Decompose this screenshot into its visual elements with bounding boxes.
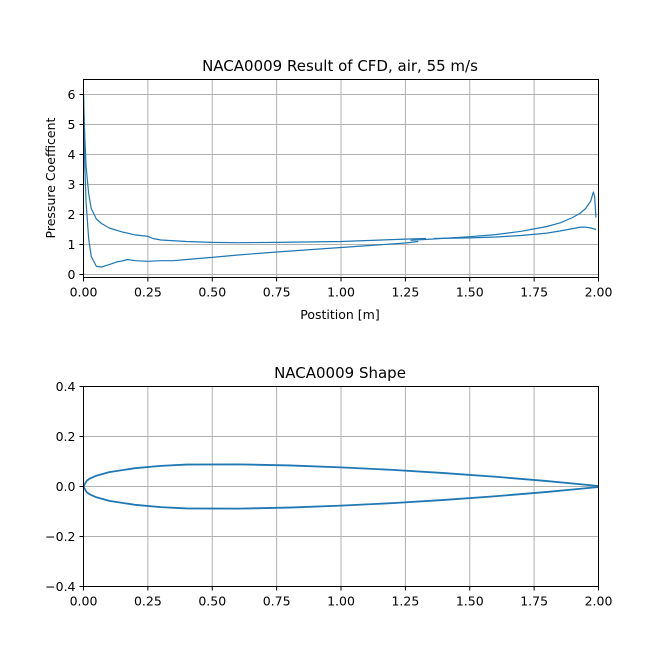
x-tick-label: 0.25 (134, 285, 162, 300)
x-tick-label: 1.25 (391, 594, 419, 609)
y-tick-label: 0 (68, 267, 76, 282)
series-line-4 (433, 226, 597, 240)
y-tick-label: 0.0 (56, 479, 76, 494)
x-tick-label: 0.50 (198, 594, 226, 609)
plot-lines (82, 94, 597, 268)
y-tick-label: 5 (68, 117, 76, 132)
x-tick-label: 0.75 (263, 594, 291, 609)
grid (83, 386, 599, 587)
y-tick-label: −0.4 (45, 579, 75, 594)
y-tick-label: 6 (68, 87, 76, 102)
x-tick-label: 1.50 (456, 594, 484, 609)
x-axis-label: Postition [m] (300, 307, 379, 322)
x-tick-label: 0.25 (134, 594, 162, 609)
y-tick-label: 0.4 (56, 379, 76, 394)
y-tick-label: 3 (68, 177, 76, 192)
axis-ticks: 0.00 0.25 0.50 0.75 1.00 1.25 1.50 1.75 2.00 −0.4… (45, 379, 612, 609)
series-line-1 (82, 94, 426, 244)
x-tick-label: 0.50 (198, 285, 226, 300)
x-tick-label: 0.00 (70, 285, 98, 300)
y-tick-label: −0.2 (45, 529, 75, 544)
chart-title: NACA0009 Shape (274, 364, 406, 382)
series-line-2 (82, 94, 419, 268)
x-tick-label: 0.75 (263, 285, 291, 300)
axis-ticks: 0.00 0.25 0.50 0.75 1.00 1.25 1.50 1.75 2.00 0 1 2 3… (68, 87, 613, 300)
x-tick-label: 1.00 (327, 285, 355, 300)
x-tick-label: 1.75 (520, 594, 548, 609)
x-tick-label: 1.50 (456, 285, 484, 300)
x-tick-label: 0.00 (70, 594, 98, 609)
y-tick-label: 0.2 (56, 429, 76, 444)
grid (83, 79, 599, 278)
x-tick-label: 2.00 (585, 594, 613, 609)
airfoil-shape-chart: NACA0009 Shape 0.00 0.25 0.50 0.75 1.00 1.25 1… (45, 364, 612, 609)
x-tick-label: 2.00 (585, 285, 613, 300)
pressure-coefficient-chart: NACA0009 Result of CFD, air, 55 m/s 0.00… (43, 57, 612, 322)
x-tick-label: 1.00 (327, 594, 355, 609)
y-axis-label: Pressure Coefficent (43, 117, 58, 238)
y-tick-label: 4 (68, 147, 76, 162)
y-tick-label: 1 (68, 237, 76, 252)
chart-title: NACA0009 Result of CFD, air, 55 m/s (202, 57, 478, 75)
series-line-3 (410, 191, 597, 241)
x-tick-label: 1.75 (520, 285, 548, 300)
x-tick-label: 1.25 (391, 285, 419, 300)
y-tick-label: 2 (68, 207, 76, 222)
